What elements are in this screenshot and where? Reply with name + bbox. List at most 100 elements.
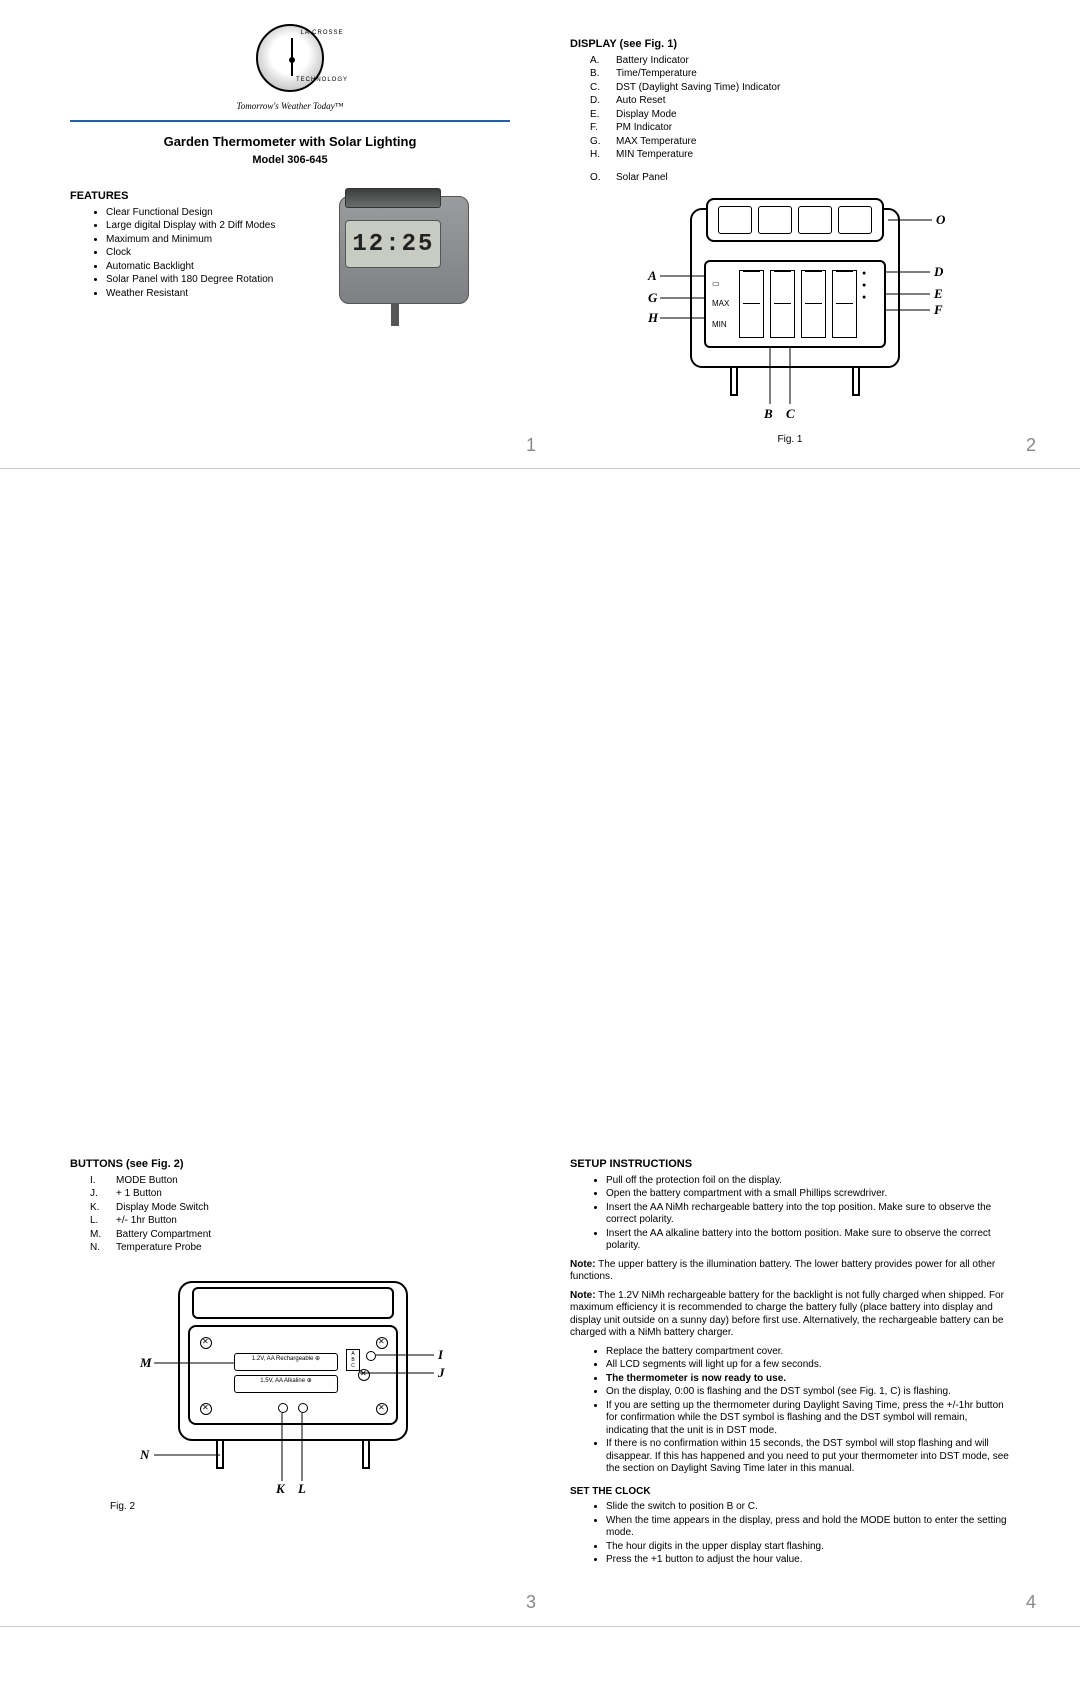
legend-val: Display Mode Switch [116,1202,510,1215]
setup-item: If you are setting up the thermometer du… [606,1400,1010,1438]
figure-1-diagram: ▭MAXMIN ●●● A G H O D E [630,198,950,428]
legend-key: M. [90,1229,116,1242]
battery-slot-label: 1.5V, AA Alkaline ⊕ [234,1375,338,1393]
fig-label: A [648,268,657,284]
fig-label: O [936,212,945,228]
feature-item: Automatic Backlight [106,261,313,274]
setup-heading: SETUP INSTRUCTIONS [570,1158,1010,1172]
fig-label: G [648,290,657,306]
feature-item: Large digital Display with 2 Diff Modes [106,220,313,233]
legend-val: PM Indicator [616,122,1010,135]
legend-key: F. [590,122,616,135]
setup-item: Insert the AA NiMh rechargeable battery … [606,1202,1010,1227]
feature-item: Solar Panel with 180 Degree Rotation [106,274,313,287]
fig-label: N [140,1447,149,1463]
set-clock-item: Slide the switch to position B or C. [606,1501,1010,1514]
fig-label: B [764,406,773,422]
legend-key: N. [90,1242,116,1255]
setup-item: Pull off the protection foil on the disp… [606,1175,1010,1188]
page-panel-4: SETUP INSTRUCTIONS Pull off the protecti… [540,1070,1040,1608]
setup-item: Insert the AA alkaline battery into the … [606,1228,1010,1253]
legend-key: I. [90,1175,116,1188]
figure-caption: Fig. 2 [110,1501,510,1514]
page-panel-1: LA CROSSE TECHNOLOGY Tomorrow's Weather … [40,30,540,450]
set-clock-item: Press the +1 button to adjust the hour v… [606,1554,1010,1567]
setup-list-b: Replace the battery compartment cover. A… [606,1346,1010,1476]
blue-divider [70,120,510,122]
display-heading: DISPLAY (see Fig. 1) [570,38,1010,52]
fig-label: H [648,310,658,326]
setup-list-a: Pull off the protection foil on the disp… [606,1175,1010,1253]
page-number: 2 [1026,434,1036,457]
setup-item: All LCD segments will light up for a few… [606,1359,1010,1372]
fig-label: M [140,1355,152,1371]
fig-label: J [438,1365,445,1381]
legend-key: H. [590,149,616,162]
feature-item: Clear Functional Design [106,207,313,220]
legend-val: + 1 Button [116,1188,510,1201]
set-clock-item: The hour digits in the upper display sta… [606,1541,1010,1554]
product-lcd-value: 12:25 [345,220,441,268]
legend-key: D. [590,95,616,108]
fig-label: E [934,286,943,302]
horizontal-divider [0,1626,1080,1627]
legend-val: MAX Temperature [616,136,1010,149]
product-photo: 12:25 [327,182,510,322]
legend-val: Temperature Probe [116,1242,510,1255]
page-panel-2: DISPLAY (see Fig. 1) A.Battery Indicator… [540,30,1040,450]
legend-key: J. [90,1188,116,1201]
brand-logo-block: LA CROSSE TECHNOLOGY Tomorrow's Weather … [70,24,510,112]
buttons-legend: I.MODE Button J.+ 1 Button K.Display Mod… [90,1175,510,1255]
fig-label: D [934,264,943,280]
legend-val: Display Mode [616,109,1010,122]
display-legend: A.Battery Indicator B.Time/Temperature C… [590,55,1010,185]
brand-tagline: Tomorrow's Weather Today™ [70,101,510,112]
fig-label: C [786,406,795,422]
legend-key: C. [590,82,616,95]
legend-key: A. [590,55,616,68]
page-number: 3 [526,1591,536,1614]
setup-item: Replace the battery compartment cover. [606,1346,1010,1359]
legend-val: +/- 1hr Button [116,1215,510,1228]
feature-item: Clock [106,247,313,260]
legend-val: MIN Temperature [616,149,1010,162]
legend-key: K. [90,1202,116,1215]
product-title: Garden Thermometer with Solar Lighting [70,134,510,150]
set-clock-item: When the time appears in the display, pr… [606,1515,1010,1540]
fig-label: K [276,1481,285,1497]
product-model: Model 306-645 [70,154,510,168]
legend-key: E. [590,109,616,122]
legend-val: Battery Compartment [116,1229,510,1242]
page-number: 4 [1026,1591,1036,1614]
fig-label: I [438,1347,443,1363]
fig-label: L [298,1481,306,1497]
legend-val: Time/Temperature [616,68,1010,81]
features-list: Clear Functional Design Large digital Di… [106,207,313,301]
legend-key: O. [590,172,616,185]
legend-val: Solar Panel [616,172,1010,185]
page-panel-3: BUTTONS (see Fig. 2) I.MODE Button J.+ 1… [40,1070,540,1608]
note-2: Note: The 1.2V NiMh rechargeable battery… [570,1290,1010,1340]
set-clock-list: Slide the switch to position B or C. Whe… [606,1501,1010,1567]
setup-item: If there is no confirmation within 15 se… [606,1438,1010,1476]
legend-val: Auto Reset [616,95,1010,108]
legend-key: L. [90,1215,116,1228]
setup-item-ready: The thermometer is now ready to use. [606,1373,1010,1386]
fig-label: F [934,302,943,318]
feature-item: Weather Resistant [106,288,313,301]
note-1: Note: The upper battery is the illuminat… [570,1259,1010,1284]
feature-item: Maximum and Minimum [106,234,313,247]
legend-key: B. [590,68,616,81]
figure-2-diagram: 1.2V, AA Rechargeable ⊕ 1.5V, AA Alkalin… [130,1275,450,1495]
features-heading: FEATURES [70,190,313,204]
buttons-heading: BUTTONS (see Fig. 2) [70,1158,510,1172]
legend-val: DST (Daylight Saving Time) Indicator [616,82,1010,95]
legend-key: G. [590,136,616,149]
battery-slot-label: 1.2V, AA Rechargeable ⊕ [234,1353,338,1371]
brand-logo-icon: LA CROSSE TECHNOLOGY [256,24,324,92]
logo-bottom-text: TECHNOLOGY [290,77,354,85]
setup-item: Open the battery compartment with a smal… [606,1188,1010,1201]
set-clock-heading: SET THE CLOCK [570,1486,1010,1499]
horizontal-divider [0,468,1080,469]
legend-val: MODE Button [116,1175,510,1188]
